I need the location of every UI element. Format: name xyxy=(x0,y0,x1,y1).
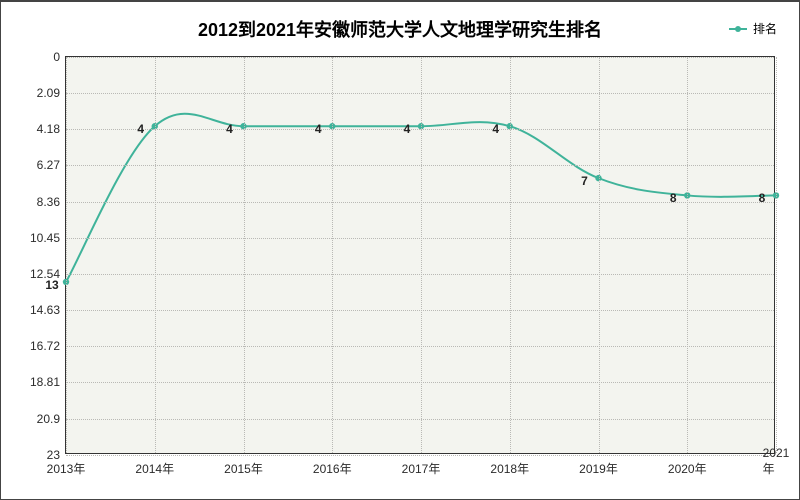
x-axis-label: 2020年 xyxy=(668,460,707,477)
x-axis-label: 2016年 xyxy=(313,460,352,477)
gridline-h xyxy=(66,346,774,347)
x-axis-label: 2017年 xyxy=(402,460,441,477)
data-point-label: 8 xyxy=(759,191,766,205)
y-axis-label: 0 xyxy=(16,50,60,64)
legend-label: 排名 xyxy=(753,20,777,37)
gridline-v xyxy=(776,57,777,453)
x-axis-label: 2014年 xyxy=(135,460,174,477)
data-point-label: 4 xyxy=(137,122,144,136)
gridline-h xyxy=(66,93,774,94)
chart-container: 2012到2021年安徽师范大学人文地理学研究生排名 排名 0 2.09 4.18 6… xyxy=(0,0,800,500)
data-point-label: 7 xyxy=(581,174,588,188)
data-point-label: 13 xyxy=(45,278,58,292)
y-axis-label: 18.81 xyxy=(16,375,60,389)
gridline-v xyxy=(155,57,156,453)
gridline-v xyxy=(599,57,600,453)
gridline-h xyxy=(66,202,774,203)
y-axis-label: 2.09 xyxy=(16,86,60,100)
y-axis-label: 8.36 xyxy=(16,195,60,209)
data-point-label: 4 xyxy=(315,122,322,136)
gridline-h xyxy=(66,419,774,420)
gridline-v xyxy=(244,57,245,453)
x-axis-label: 2013年 xyxy=(47,460,86,477)
x-axis-label: 2018年 xyxy=(490,460,529,477)
data-point-label: 4 xyxy=(404,122,411,136)
gridline-h xyxy=(66,382,774,383)
gridline-v xyxy=(510,57,511,453)
data-point-label: 4 xyxy=(226,122,233,136)
chart-title: 2012到2021年安徽师范大学人文地理学研究生排名 xyxy=(1,16,799,42)
x-axis-label: 2021年 xyxy=(763,446,790,477)
gridline-v xyxy=(332,57,333,453)
x-axis-label: 2019年 xyxy=(579,460,618,477)
gridline-h xyxy=(66,129,774,130)
gridline-h xyxy=(66,274,774,275)
gridline-h xyxy=(66,455,774,456)
legend: 排名 xyxy=(729,20,777,37)
legend-swatch xyxy=(729,28,747,30)
gridline-h xyxy=(66,57,774,58)
gridline-v xyxy=(421,57,422,453)
data-point-label: 8 xyxy=(670,191,677,205)
y-axis-label: 20.9 xyxy=(16,412,60,426)
gridline-h xyxy=(66,165,774,166)
y-axis-label: 14.63 xyxy=(16,303,60,317)
gridline-v xyxy=(66,57,67,453)
y-axis-label: 4.18 xyxy=(16,122,60,136)
y-axis-label: 16.72 xyxy=(16,339,60,353)
plot-area: 02.094.186.278.3610.4512.5414.6316.7218.… xyxy=(65,56,775,454)
x-axis-label: 2015年 xyxy=(224,460,263,477)
y-axis-label: 6.27 xyxy=(16,158,60,172)
data-point-label: 4 xyxy=(492,122,499,136)
gridline-v xyxy=(687,57,688,453)
gridline-h xyxy=(66,238,774,239)
gridline-h xyxy=(66,310,774,311)
y-axis-label: 10.45 xyxy=(16,231,60,245)
